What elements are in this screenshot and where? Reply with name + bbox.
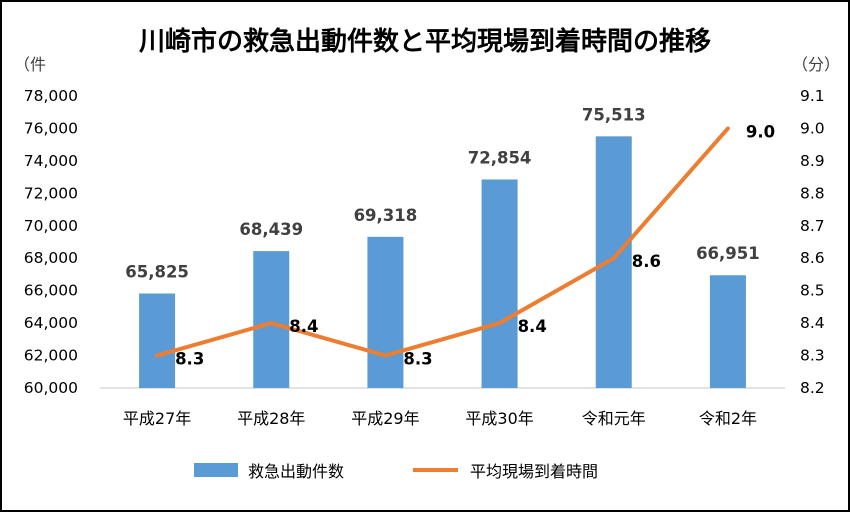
left-axis-ticks: 60,000 62,000 64,000 66,000 68,000 70,000 72,0…: [24, 87, 78, 397]
legend-line-label: 平均現場到着時間: [470, 462, 598, 481]
right-tick-label: 8.7: [800, 217, 825, 235]
right-tick-label: 8.6: [800, 249, 825, 267]
legend-bar-swatch: [194, 463, 238, 477]
category-label: 平成29年: [351, 409, 419, 428]
category-label: 平成30年: [465, 409, 533, 428]
bar: [139, 293, 176, 388]
left-tick-label: 68,000: [24, 249, 78, 267]
legend: 救急出動件数 平均現場到着時間: [194, 462, 598, 481]
line-series: [155, 126, 730, 358]
right-axis-unit: （分）: [792, 55, 840, 74]
right-tick-label: 8.8: [800, 184, 825, 202]
line-data-label: 8.3: [175, 350, 204, 369]
left-tick-label: 70,000: [24, 217, 78, 235]
bar: [595, 136, 632, 388]
right-tick-label: 8.5: [800, 282, 825, 300]
bar-data-label: 68,439: [239, 220, 303, 239]
category-label: 平成27年: [123, 409, 191, 428]
left-tick-label: 62,000: [24, 347, 78, 365]
left-tick-label: 64,000: [24, 314, 78, 332]
right-tick-label: 9.0: [800, 119, 825, 137]
line-data-label: 8.4: [518, 317, 547, 336]
left-tick-label: 76,000: [24, 119, 78, 137]
bar: [709, 275, 746, 388]
right-tick-label: 8.4: [800, 314, 825, 332]
left-tick-label: 72,000: [24, 184, 78, 202]
bar-data-labels: 65,825 68,439 69,318 72,854 75,513 66,951: [125, 105, 760, 281]
left-tick-label: 78,000: [24, 87, 78, 105]
bar: [481, 179, 518, 388]
right-tick-label: 8.3: [800, 347, 825, 365]
bar: [367, 236, 404, 388]
right-axis-ticks: 8.2 8.3 8.4 8.5 8.6 8.7 8.8 8.9 9.0 9.1: [800, 87, 825, 397]
bar-data-label: 65,825: [125, 263, 189, 282]
right-tick-label: 8.2: [800, 379, 825, 397]
left-axis-unit: （件: [14, 55, 46, 74]
chart-title: 川崎市の救急出動件数と平均現場到着時間の推移: [139, 26, 711, 57]
line-data-label: 9.0: [746, 122, 775, 141]
right-tick-label: 9.1: [800, 87, 825, 105]
series-line: [155, 126, 730, 358]
left-tick-label: 66,000: [24, 282, 78, 300]
bar-data-label: 72,854: [468, 148, 532, 167]
bar: [253, 251, 290, 388]
category-label: 平成28年: [237, 409, 305, 428]
line-data-label: 8.4: [289, 317, 318, 336]
x-axis-categories: 平成27年 平成28年 平成29年 平成30年 令和元年 令和2年: [123, 409, 757, 428]
bar-data-label: 69,318: [354, 206, 418, 225]
left-tick-label: 74,000: [24, 152, 78, 170]
bar-data-label: 66,951: [696, 244, 760, 263]
bar-data-label: 75,513: [582, 105, 646, 124]
category-label: 令和2年: [699, 409, 757, 428]
right-tick-label: 8.9: [800, 152, 825, 170]
line-data-label: 8.6: [632, 252, 661, 271]
legend-bar-label: 救急出動件数: [248, 462, 344, 481]
line-data-labels: 8.3 8.4 8.3 8.4 8.6 9.0: [175, 122, 775, 368]
category-label: 令和元年: [582, 409, 646, 428]
line-data-label: 8.3: [403, 350, 432, 369]
left-tick-label: 60,000: [24, 379, 78, 397]
bar-series: [139, 136, 746, 388]
